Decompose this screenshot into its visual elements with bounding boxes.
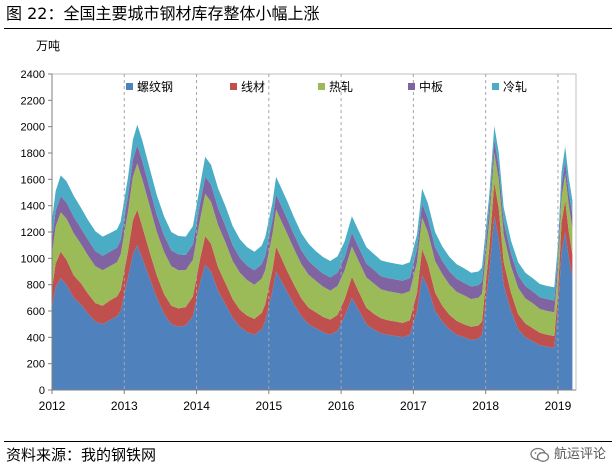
y-tick-label: 2000 [21,122,45,134]
y-tick-label: 1200 [21,227,45,239]
y-tick-label: 2400 [21,69,45,81]
y-tick-label: 800 [27,280,45,292]
source-note: 资料来源：我的钢铁网 [6,446,157,464]
x-tick-label: 2015 [255,399,282,413]
top-rule [4,28,612,29]
series-area-4 [52,139,573,313]
x-tick-label: 2012 [39,399,66,413]
bottom-rule [4,441,612,442]
legend-label-2: 线材 [241,80,265,94]
x-tick-label: 2019 [545,399,572,413]
legend: 螺纹钢 线材 热轧 中板 冷轧 [126,79,527,94]
series-areas [52,124,573,390]
y-tick-label: 0 [39,385,45,397]
stacked-area-chart: 0 200 400 600 800 1000 1200 1400 1600 1800 2000 220… [21,39,577,413]
y-tick-label: 1400 [21,201,45,213]
x-tick-label: 2014 [183,399,210,413]
y-tick-label: 2200 [21,95,45,107]
legend-swatch-5 [492,83,499,90]
y-tick-label: 400 [27,332,45,344]
series-area-5 [52,124,573,301]
y-axis-unit-label: 万吨 [36,39,60,53]
y-tick-label: 1800 [21,148,45,160]
watermark: 航运评论 [530,444,606,466]
gridlines [123,74,559,390]
legend-label-1: 螺纹钢 [137,80,173,94]
y-tick-label: 1600 [21,174,45,186]
legend-swatch-4 [408,83,415,90]
series-area-3 [52,153,573,336]
wechat-icon [530,447,550,462]
x-tick-label: 2017 [400,399,427,413]
legend-swatch-3 [318,83,325,90]
x-tick-label: 2013 [111,399,138,413]
legend-label-3: 热轧 [329,80,353,94]
y-tick-label: 600 [27,306,45,318]
y-tick-label: 1000 [21,253,45,265]
y-tick-label: 200 [27,359,45,371]
legend-swatch-2 [230,83,237,90]
x-tick-label: 2018 [472,399,499,413]
figure-title: 图 22：全国主要城市钢材库存整体小幅上涨 [6,4,320,23]
legend-swatch-1 [126,83,133,90]
series-area-1 [52,216,573,390]
x-tick-label: 2016 [328,399,355,413]
watermark-text: 航运评论 [553,447,606,462]
axes: 0 200 400 600 800 1000 1200 1400 1600 1800 2000 220… [21,69,576,413]
series-area-2 [52,182,573,348]
legend-label-4: 中板 [419,79,443,94]
legend-label-5: 冷轧 [503,80,527,94]
